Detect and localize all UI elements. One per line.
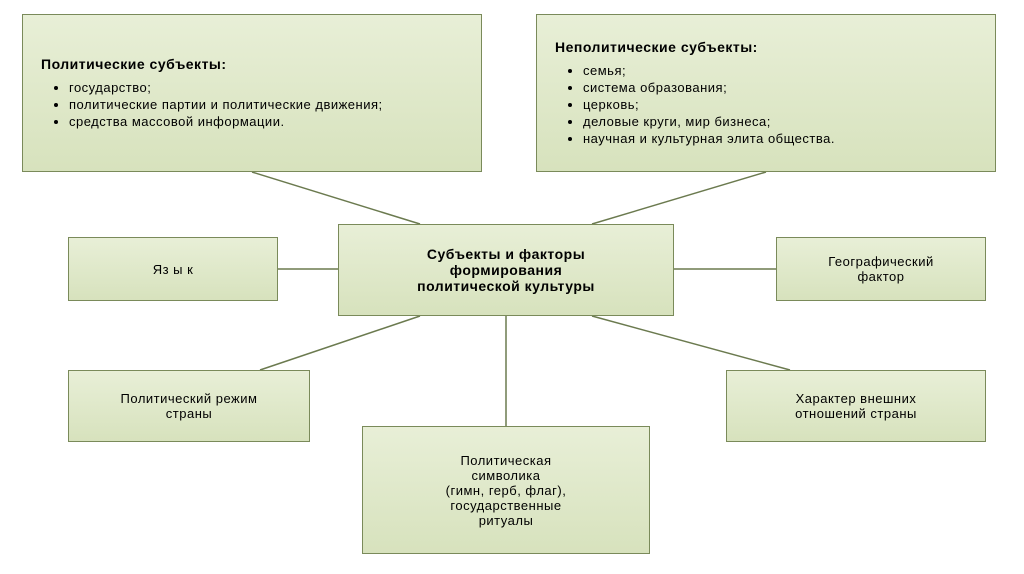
- box-political-regime: Политический режим страны: [68, 370, 310, 442]
- center-line1: Субъекты и факторы: [427, 246, 585, 262]
- box-language: Яз ы к: [68, 237, 278, 301]
- sym-line5: ритуалы: [479, 513, 534, 528]
- center-line3: политической культуры: [417, 278, 595, 294]
- foreign-line1: Характер внешних: [796, 391, 917, 406]
- sym-line4: государственные: [450, 498, 561, 513]
- political-item: средства массовой информации.: [69, 114, 383, 129]
- box-foreign-relations: Характер внешних отношений страны: [726, 370, 986, 442]
- geo-line2: фактор: [857, 269, 904, 284]
- nonpolitical-item: семья;: [583, 63, 835, 78]
- nonpolitical-item: система образования;: [583, 80, 835, 95]
- nonpolitical-item: деловые круги, мир бизнеса;: [583, 114, 835, 129]
- political-item: политические партии и политические движе…: [69, 97, 383, 112]
- box-geographic: Географический фактор: [776, 237, 986, 301]
- list-nonpolitical-subjects: семья; система образования; церковь; деловы…: [555, 61, 835, 148]
- box-center: Субъекты и факторы формирования политиче…: [338, 224, 674, 316]
- title-nonpolitical-subjects: Неполитические субъекты:: [555, 39, 758, 55]
- label-language: Яз ы к: [153, 262, 194, 277]
- title-political-subjects: Политические субъекты:: [41, 56, 227, 72]
- regime-line2: страны: [166, 406, 212, 421]
- list-political-subjects: государство; политические партии и полити…: [41, 78, 383, 131]
- nonpolitical-item: научная и культурная элита общества.: [583, 131, 835, 146]
- center-line2: формирования: [450, 262, 563, 278]
- regime-line1: Политический режим: [121, 391, 258, 406]
- sym-line1: Политическая: [460, 453, 551, 468]
- foreign-line2: отношений страны: [795, 406, 917, 421]
- box-symbolism: Политическая символика (гимн, герб, флаг…: [362, 426, 650, 554]
- political-item: государство;: [69, 80, 383, 95]
- nonpolitical-item: церковь;: [583, 97, 835, 112]
- box-nonpolitical-subjects: Неполитические субъекты: семья; система о…: [536, 14, 996, 172]
- box-political-subjects: Политические субъекты: государство; полит…: [22, 14, 482, 172]
- sym-line2: символика: [472, 468, 541, 483]
- sym-line3: (гимн, герб, флаг),: [446, 483, 567, 498]
- geo-line1: Географический: [828, 254, 934, 269]
